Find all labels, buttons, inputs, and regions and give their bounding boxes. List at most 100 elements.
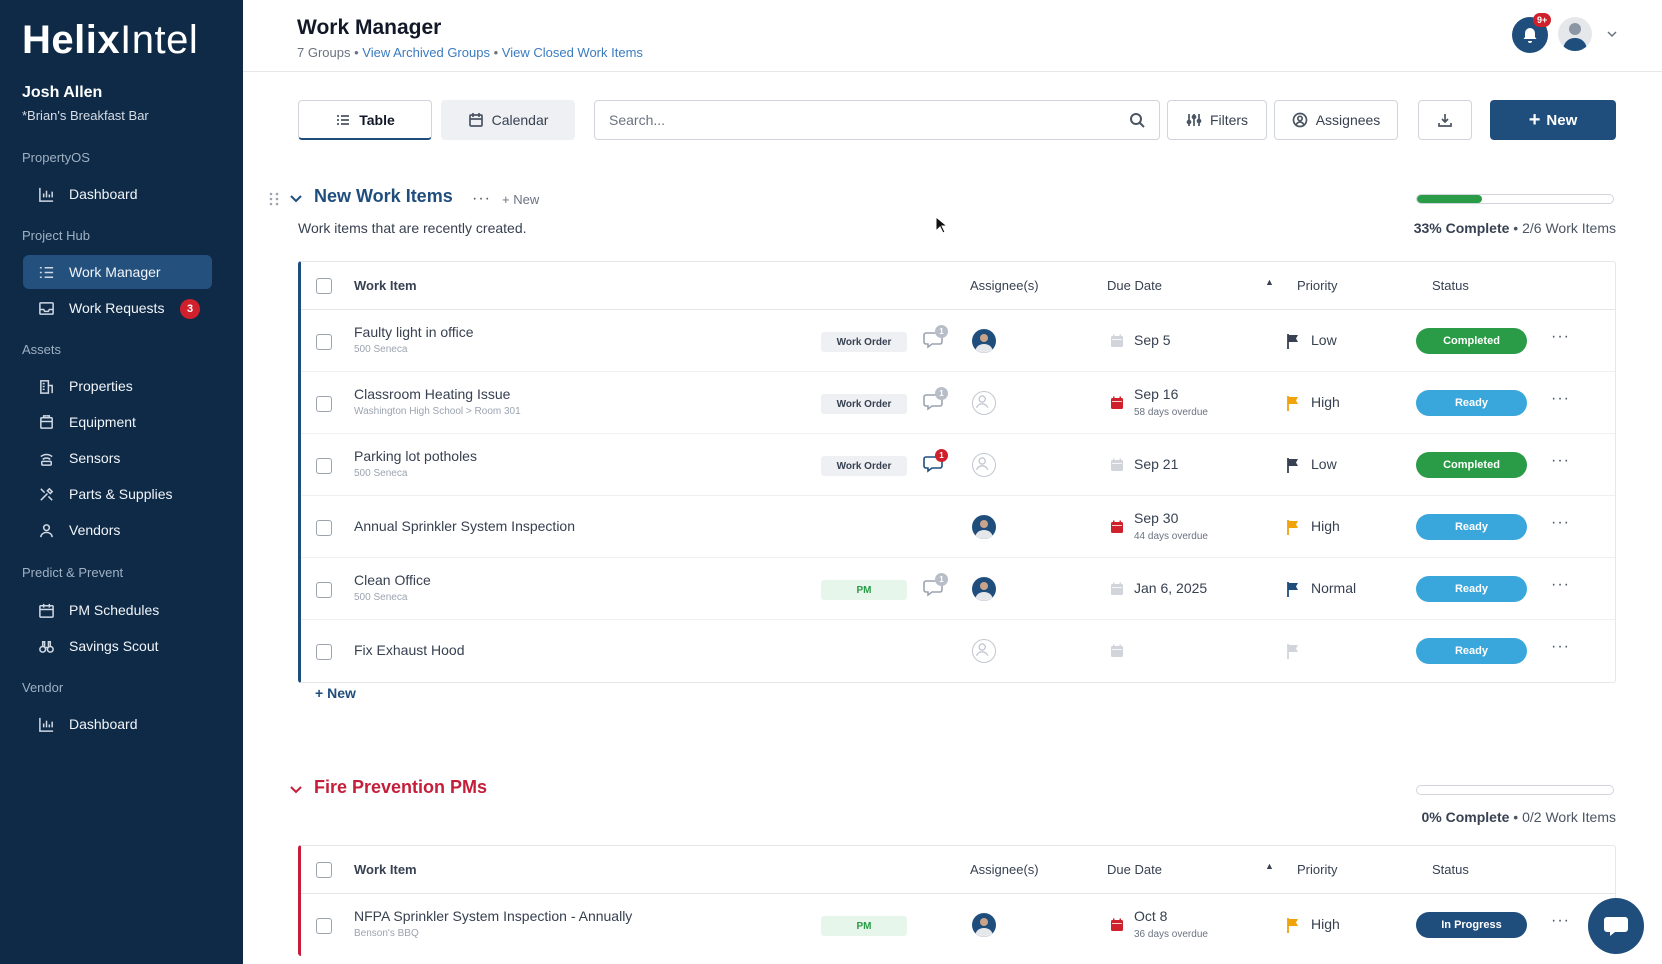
comments-button[interactable]: 1 <box>923 325 948 352</box>
comments-button[interactable]: 1 <box>923 387 948 414</box>
sidebar-item-vendor-dashboard[interactable]: Dashboard <box>23 707 212 741</box>
work-item-title[interactable]: Fix Exhaust Hood <box>354 642 465 658</box>
row-options-button[interactable]: ··· <box>1551 390 1570 407</box>
priority-flag-icon[interactable] <box>1286 581 1300 597</box>
group-new-button[interactable]: + New <box>502 192 540 207</box>
calendar-icon[interactable] <box>1110 520 1124 534</box>
user-property[interactable]: *Brian's Breakfast Bar <box>22 108 149 123</box>
col-work-item[interactable]: Work Item <box>354 278 417 293</box>
priority-flag-icon[interactable] <box>1286 519 1300 535</box>
sidebar-item-savings-scout[interactable]: Savings Scout <box>23 629 212 663</box>
table-row[interactable]: NFPA Sprinkler System Inspection - Annua… <box>301 894 1615 956</box>
chevron-down-icon[interactable] <box>1605 27 1619 41</box>
calendar-icon[interactable] <box>1110 582 1124 596</box>
group-title[interactable]: New Work Items <box>314 186 453 206</box>
priority-flag-icon[interactable] <box>1286 457 1300 473</box>
work-item-title[interactable]: Parking lot potholes <box>354 448 477 464</box>
status-badge[interactable]: Ready <box>1416 638 1527 664</box>
unassigned-avatar-icon[interactable] <box>972 639 996 663</box>
sidebar-item-vendors[interactable]: Vendors <box>23 513 212 547</box>
search-icon[interactable] <box>1129 112 1145 128</box>
table-row[interactable]: Classroom Heating Issue Washington High S… <box>301 372 1615 434</box>
row-checkbox[interactable] <box>316 334 332 350</box>
col-status[interactable]: Status <box>1432 862 1469 877</box>
row-checkbox[interactable] <box>316 396 332 412</box>
view-closed-work-items-link[interactable]: View Closed Work Items <box>501 45 643 60</box>
sort-up-icon[interactable]: ▲ <box>1265 861 1274 871</box>
group-title[interactable]: Fire Prevention PMs <box>314 777 488 797</box>
download-button[interactable] <box>1418 100 1472 140</box>
search-input[interactable] <box>609 112 1129 128</box>
col-priority[interactable]: Priority <box>1297 862 1338 877</box>
due-date[interactable]: Oct 8 <box>1134 908 1168 924</box>
sidebar-item-sensors[interactable]: Sensors <box>23 441 212 475</box>
status-badge[interactable]: Ready <box>1416 514 1527 540</box>
priority-flag-icon[interactable] <box>1286 395 1300 411</box>
select-all-checkbox[interactable] <box>316 278 332 294</box>
row-options-button[interactable]: ··· <box>1551 912 1570 929</box>
calendar-icon[interactable] <box>1110 458 1124 472</box>
status-badge[interactable]: Completed <box>1416 328 1527 354</box>
status-badge[interactable]: Completed <box>1416 452 1527 478</box>
col-due-date[interactable]: Due Date <box>1107 862 1162 877</box>
due-date[interactable]: Sep 5 <box>1134 332 1171 348</box>
tab-table[interactable]: Table <box>298 100 432 140</box>
sidebar-item-work-requests[interactable]: Work Requests 3 <box>23 291 212 325</box>
drag-handle-icon[interactable] <box>268 192 280 206</box>
new-button[interactable]: + New <box>1490 100 1616 140</box>
row-options-button[interactable]: ··· <box>1551 452 1570 469</box>
row-checkbox[interactable] <box>316 644 332 660</box>
user-avatar[interactable] <box>1558 17 1592 51</box>
add-new-item-button[interactable]: + New <box>315 685 356 701</box>
sidebar-item-work-manager[interactable]: Work Manager <box>23 255 212 289</box>
work-item-title[interactable]: Annual Sprinkler System Inspection <box>354 518 575 534</box>
status-badge[interactable]: Ready <box>1416 390 1527 416</box>
row-options-button[interactable]: ··· <box>1551 638 1570 655</box>
assignee-avatar[interactable] <box>972 329 996 353</box>
helixintel-logo[interactable]: HelixIntel <box>22 18 199 62</box>
unassigned-avatar-icon[interactable] <box>972 391 996 415</box>
work-item-title[interactable]: Classroom Heating Issue <box>354 386 511 402</box>
due-date[interactable]: Sep 16 <box>1134 386 1179 402</box>
calendar-icon[interactable] <box>1110 334 1124 348</box>
chevron-down-icon[interactable] <box>289 783 303 797</box>
col-priority[interactable]: Priority <box>1297 278 1338 293</box>
col-assignees[interactable]: Assignee(s) <box>970 862 1039 877</box>
sidebar-item-pm-schedules[interactable]: PM Schedules <box>23 593 212 627</box>
comments-button[interactable]: 1 <box>923 449 948 476</box>
table-row[interactable]: Parking lot potholes 500 Seneca Work Order… <box>301 434 1615 496</box>
priority-flag-icon[interactable] <box>1286 643 1300 659</box>
status-badge[interactable]: Ready <box>1416 576 1527 602</box>
sidebar-item-equipment[interactable]: Equipment <box>23 405 212 439</box>
unassigned-avatar-icon[interactable] <box>972 453 996 477</box>
sidebar-item-properties[interactable]: Properties <box>23 369 212 403</box>
status-badge[interactable]: In Progress <box>1416 912 1527 938</box>
row-checkbox[interactable] <box>316 918 332 934</box>
table-row[interactable]: Clean Office 500 Seneca PM 1 Jan 6, 2025 Norm… <box>301 558 1615 620</box>
col-status[interactable]: Status <box>1432 278 1469 293</box>
comments-button[interactable]: 1 <box>923 573 948 600</box>
view-archived-groups-link[interactable]: View Archived Groups <box>362 45 490 60</box>
sidebar-item-parts-supplies[interactable]: Parts & Supplies <box>23 477 212 511</box>
calendar-icon[interactable] <box>1110 918 1124 932</box>
assignee-avatar[interactable] <box>972 577 996 601</box>
work-item-title[interactable]: Faulty light in office <box>354 324 474 340</box>
col-assignees[interactable]: Assignee(s) <box>970 278 1039 293</box>
row-checkbox[interactable] <box>316 458 332 474</box>
priority-flag-icon[interactable] <box>1286 917 1300 933</box>
assignee-avatar[interactable] <box>972 913 996 937</box>
filters-button[interactable]: Filters <box>1167 100 1267 140</box>
col-work-item[interactable]: Work Item <box>354 862 417 877</box>
work-item-title[interactable]: NFPA Sprinkler System Inspection - Annua… <box>354 908 633 924</box>
work-item-title[interactable]: Clean Office <box>354 572 431 588</box>
calendar-icon[interactable] <box>1110 644 1124 658</box>
table-row[interactable]: Faulty light in office 500 Seneca Work Ord… <box>301 310 1615 372</box>
row-checkbox[interactable] <box>316 520 332 536</box>
select-all-checkbox[interactable] <box>316 862 332 878</box>
row-options-button[interactable]: ··· <box>1551 576 1570 593</box>
due-date[interactable]: Sep 30 <box>1134 510 1179 526</box>
assignee-avatar[interactable] <box>972 515 996 539</box>
row-checkbox[interactable] <box>316 582 332 598</box>
group-options-button[interactable]: ··· <box>472 190 491 207</box>
chat-support-button[interactable] <box>1588 898 1644 954</box>
